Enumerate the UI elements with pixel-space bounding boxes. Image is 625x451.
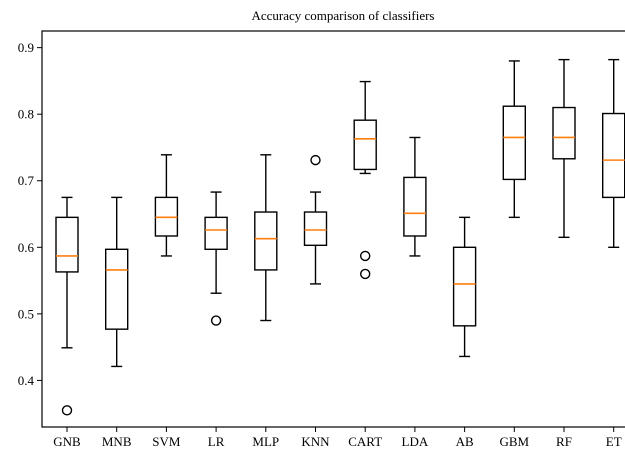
iqr-box: [353, 119, 377, 171]
outlier-point: [310, 154, 321, 166]
plot-frame: [41, 30, 625, 428]
box-lr: [204, 191, 228, 326]
x-tick-label: LR: [208, 434, 225, 449]
box-knn: [303, 154, 328, 285]
iqr-box: [254, 211, 278, 271]
outlier-point: [61, 405, 73, 416]
y-tick-label: 0.7: [18, 173, 35, 188]
y-tick-label: 0.4: [18, 373, 35, 388]
y-axis: 0.4 0.5 0.6 0.7 0.8 0.9: [18, 40, 42, 388]
outlier-point: [360, 268, 371, 280]
box-et: [602, 58, 625, 249]
x-tick-label: LDA: [402, 434, 429, 449]
box-lda: [403, 136, 427, 257]
chart-title: Accuracy comparison of classifiers: [251, 8, 434, 23]
iqr-box: [502, 105, 526, 181]
boxes-group: [55, 58, 625, 416]
y-tick-label: 0.9: [18, 40, 34, 55]
x-tick-label: CART: [348, 434, 382, 449]
x-axis: GNB MNB SVM LR MLP KNN CART LDA AB GBM RF ET: [53, 427, 622, 449]
box-gbm: [502, 60, 526, 219]
outlier-point: [210, 315, 222, 326]
box-mnb: [104, 196, 129, 368]
y-tick-label: 0.8: [18, 107, 34, 122]
iqr-box: [204, 216, 228, 250]
iqr-box: [552, 106, 576, 160]
box-mlp: [254, 154, 278, 322]
box-svm: [154, 154, 179, 257]
x-tick-label: AB: [456, 434, 474, 449]
x-tick-label: SVM: [152, 434, 181, 449]
box-cart: [353, 80, 377, 280]
box-rf: [552, 58, 576, 239]
iqr-box: [452, 246, 477, 327]
iqr-box: [303, 211, 328, 247]
x-tick-label: RF: [556, 434, 572, 449]
x-tick-label: MLP: [252, 434, 279, 449]
iqr-box: [602, 112, 625, 199]
x-tick-label: KNN: [301, 434, 330, 449]
box-gnb: [55, 196, 79, 416]
outlier-point: [360, 250, 371, 262]
y-tick-label: 0.5: [18, 306, 34, 321]
x-tick-label: GBM: [499, 434, 529, 449]
iqr-box: [104, 248, 129, 330]
box-ab: [452, 216, 477, 358]
y-tick-label: 0.6: [18, 240, 35, 255]
x-tick-label: MNB: [102, 434, 132, 449]
x-tick-label: GNB: [53, 434, 81, 449]
iqr-box: [55, 216, 79, 273]
x-tick-label: ET: [606, 434, 622, 449]
iqr-box: [403, 176, 427, 237]
